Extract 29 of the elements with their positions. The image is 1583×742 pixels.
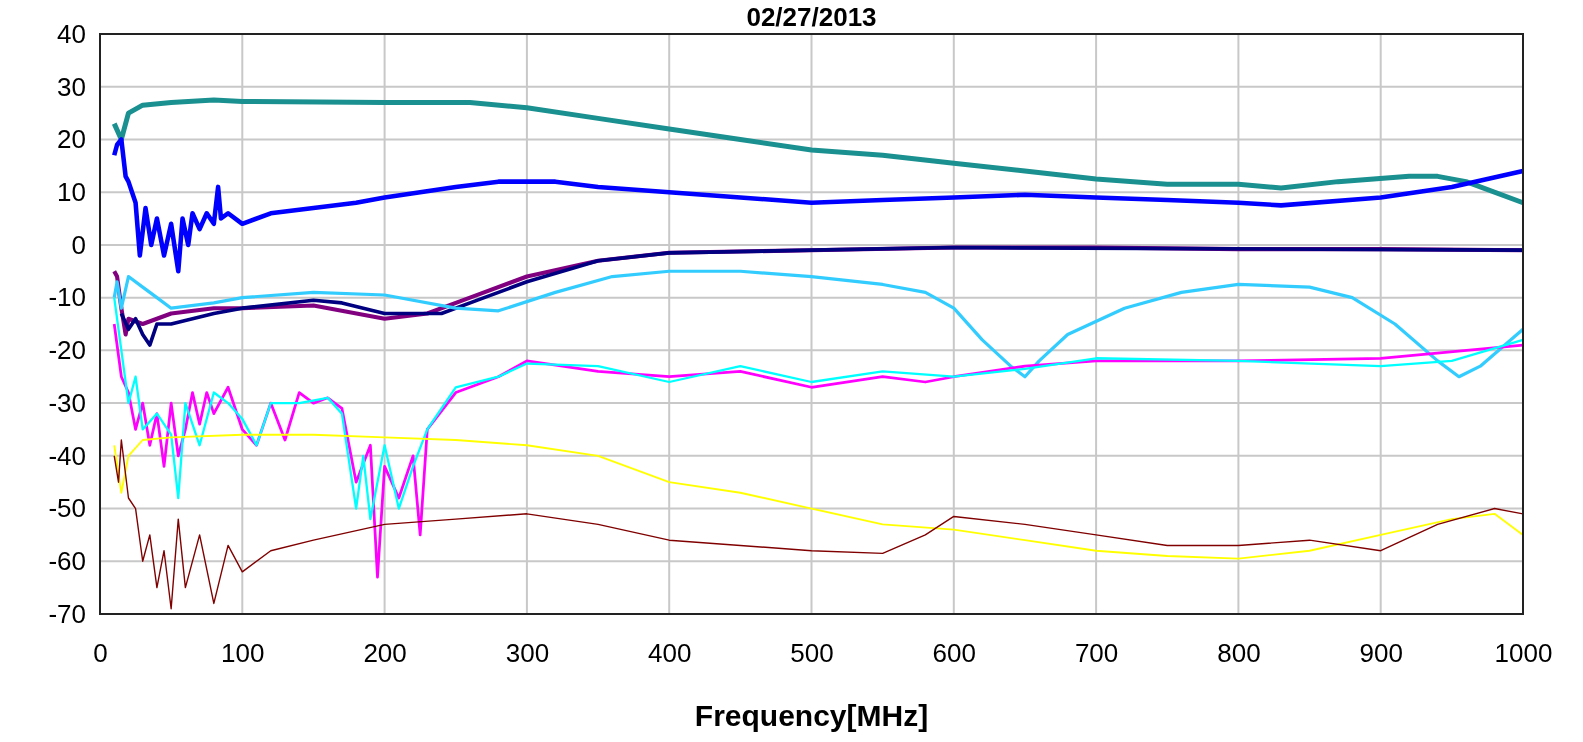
x-tick-label: 1000 xyxy=(1494,638,1553,669)
x-tick-label: 400 xyxy=(648,638,692,669)
line-series xyxy=(113,439,1524,610)
y-tick-label: -20 xyxy=(48,335,86,366)
y-tick-label: -10 xyxy=(48,282,86,313)
x-tick-label: 200 xyxy=(363,638,407,669)
chart-title: 02/27/2013 xyxy=(746,2,877,32)
y-tick-label: 20 xyxy=(57,124,86,155)
y-tick-label: 40 xyxy=(57,18,86,49)
line-series xyxy=(113,296,1525,521)
y-tick-label: -30 xyxy=(48,387,86,418)
line-series xyxy=(113,433,1524,560)
line-series xyxy=(112,269,1525,379)
x-tick-label: 700 xyxy=(1074,638,1119,669)
x-tick-label: 300 xyxy=(505,638,550,669)
x-axis-title: Frequency[MHz] xyxy=(694,699,929,732)
x-tick-label: 900 xyxy=(1359,638,1403,669)
y-tick-label: 30 xyxy=(57,71,86,102)
x-tick-label: 500 xyxy=(790,638,834,669)
x-tick-label: 100 xyxy=(221,638,265,669)
x-tick-label: 800 xyxy=(1217,638,1261,669)
y-tick-label: 0 xyxy=(71,229,86,260)
y-tick-label: -50 xyxy=(48,493,86,524)
x-tick-label: 600 xyxy=(932,638,976,669)
y-tick-label: -60 xyxy=(48,546,86,577)
y-tick-label: -70 xyxy=(48,598,86,629)
x-tick-label: 0 xyxy=(93,638,108,669)
y-tick-label: -40 xyxy=(48,440,86,471)
y-tick-label: 10 xyxy=(57,177,86,207)
